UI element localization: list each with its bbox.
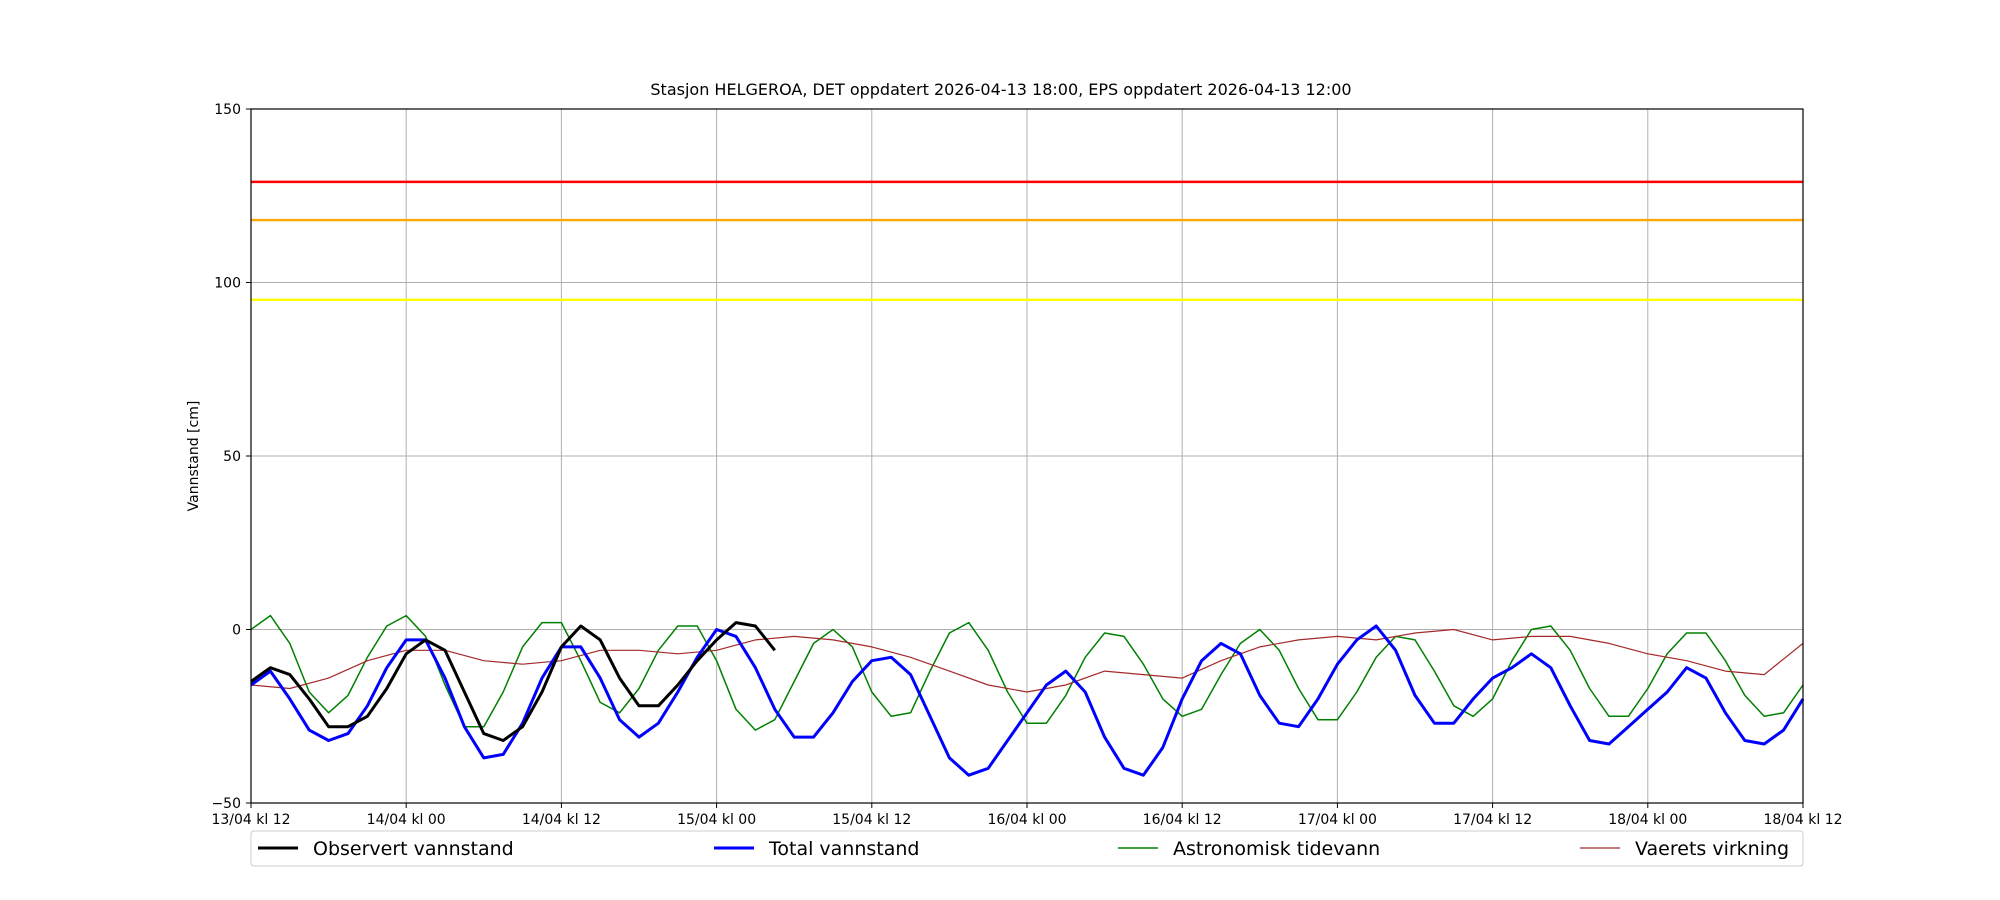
- y-tick-label: −50: [211, 796, 241, 812]
- series-line: [250, 624, 1805, 777]
- legend-label: Total vannstand: [768, 838, 919, 860]
- y-tick-label: 0: [232, 623, 241, 639]
- x-tick-label: 17/04 kl 00: [1298, 812, 1377, 828]
- x-axis: 13/04 kl 12 14/04 kl 00 14/04 kl 12 15/04 k…: [211, 803, 1843, 828]
- x-tick-label: 15/04 kl 00: [677, 812, 756, 828]
- y-axis: −50 0 50 100 150: [211, 102, 251, 812]
- legend-box: [250, 830, 1804, 867]
- threshold-lines: [251, 180, 1803, 302]
- chart-title: Stasjon HELGEROA, DET oppdatert 2026-04-…: [650, 80, 1351, 99]
- x-tick-label: 14/04 kl 12: [522, 812, 601, 828]
- series-lines: [250, 614, 1805, 777]
- x-tick-label: 13/04 kl 12: [211, 812, 290, 828]
- x-tick-label: 16/04 kl 00: [987, 812, 1066, 828]
- x-tick-label: 14/04 kl 00: [367, 812, 446, 828]
- x-tick-label: 18/04 kl 12: [1763, 812, 1842, 828]
- x-tick-label: 15/04 kl 12: [832, 812, 911, 828]
- y-axis-label: Vannstand [cm]: [186, 401, 202, 512]
- x-tick-label: 17/04 kl 12: [1453, 812, 1532, 828]
- series-line: [250, 621, 776, 742]
- series-line: [250, 614, 1804, 731]
- legend-label: Vaerets virkning: [1635, 838, 1789, 860]
- legend-label: Observert vannstand: [313, 838, 514, 860]
- y-tick-label: 50: [223, 449, 241, 465]
- x-tick-label: 18/04 kl 00: [1608, 812, 1687, 828]
- x-tick-label: 16/04 kl 12: [1143, 812, 1222, 828]
- y-tick-label: 150: [214, 102, 241, 118]
- y-tick-label: 100: [214, 276, 241, 292]
- series-line: [250, 628, 1804, 693]
- legend-label: Astronomisk tidevann: [1173, 838, 1380, 860]
- legend: Observert vannstand Total vannstand Astron…: [250, 830, 1804, 867]
